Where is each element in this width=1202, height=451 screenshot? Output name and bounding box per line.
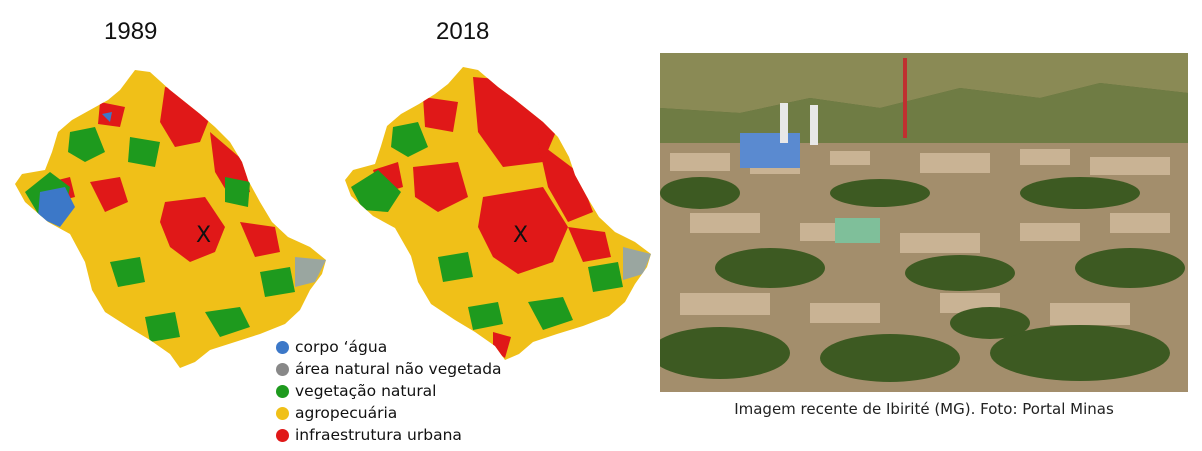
non-vegetated-area [623,247,651,280]
legend-dot [276,406,289,420]
legend-label: agropecuária [295,404,398,422]
land-use-map-1989: X [15,70,326,368]
legend-item-water: corpo ‘água [276,336,502,358]
location-marker: X [196,223,211,248]
vegetation-area [205,307,250,337]
hills [660,53,1188,113]
legend-label: infraestrutura urbana [295,426,462,444]
vegetation-area [68,127,105,162]
church-tower [810,105,818,145]
trees [660,177,1185,382]
vegetation-area [225,177,250,207]
land-use-map-2018: X [345,67,651,360]
water-body [102,112,112,122]
urban-center [160,197,225,262]
urban-area [538,142,593,222]
buildings [670,149,1170,325]
map-year-2018: 2018 [436,18,490,45]
antenna-tower [903,58,907,138]
water-body [38,187,75,227]
urban-area [568,227,611,262]
legend-item-vegetation: vegetação natural [276,380,502,402]
urban-area [240,222,280,257]
urban-area [90,177,128,212]
non-vegetated-area [295,257,326,287]
hills [660,83,1188,143]
legend-label: corpo ‘água [295,338,388,356]
vegetation-area [528,297,573,330]
vegetation-area [391,122,428,157]
vegetation-area [260,267,295,297]
urban-area [423,97,458,132]
vegetation-area [351,170,401,212]
city-photo [660,53,1188,392]
legend-item-urban: infraestrutura urbana [276,424,502,446]
vegetation-area [588,262,623,292]
vegetation-area [468,302,503,330]
vegetation-area [110,257,145,287]
green-building [835,218,880,243]
photo-caption: Imagem recente de Ibirité (MG). Foto: Po… [734,400,1114,418]
legend-label: vegetação natural [295,382,437,400]
legend-item-non-vegetated: área natural não vegetada [276,358,502,380]
map-legend: corpo ‘água área natural não vegetada ve… [276,336,502,446]
urban-center [478,187,568,274]
legend-dot [276,428,289,442]
vegetation-area [438,252,473,282]
location-marker: X [513,223,528,248]
map-year-1989: 1989 [104,18,158,45]
legend-item-agropecuaria: agropecuária [276,402,502,424]
urban-area [413,162,468,212]
church-building [740,133,800,168]
legend-dot [276,340,289,354]
legend-dot [276,384,289,398]
vegetation-area [145,312,180,342]
vegetation-area [128,137,160,167]
legend-dot [276,362,289,376]
legend-label: área natural não vegetada [295,360,502,378]
church-tower [780,103,788,143]
